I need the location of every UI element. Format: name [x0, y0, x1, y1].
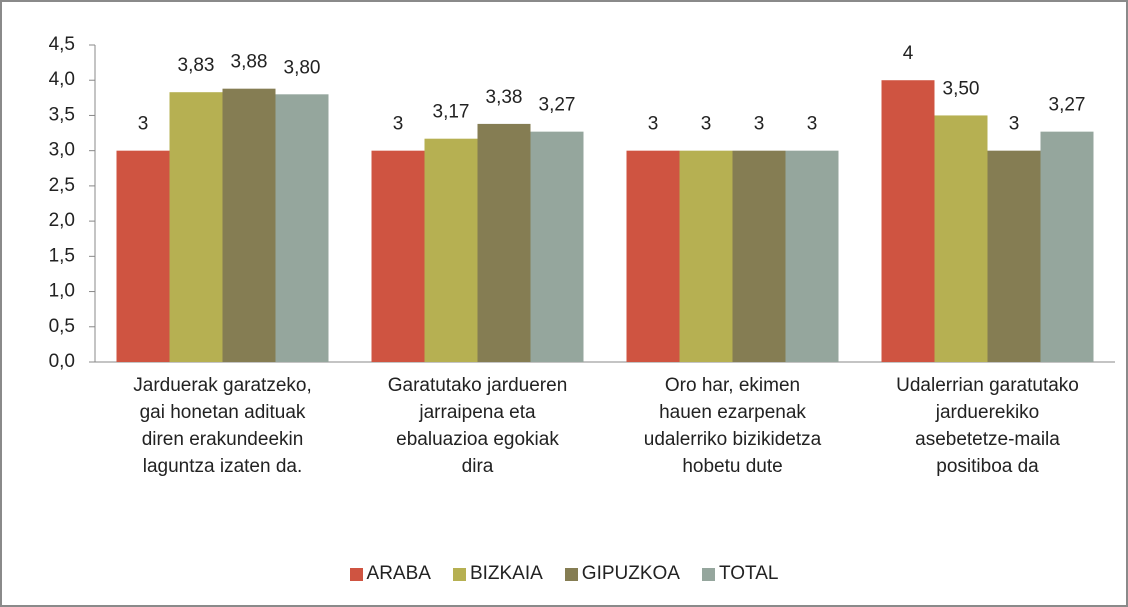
value-label: 3 [138, 114, 149, 135]
bar [222, 88, 276, 363]
value-label: 3 [1009, 114, 1020, 135]
legend-item: BIZKAIA [452, 563, 543, 585]
x-tick-label: Jarduerak garatzeko, gai honetan adituak… [133, 375, 312, 477]
bar [987, 150, 1041, 362]
legend-label: GIPUZKOA [581, 563, 680, 584]
value-label: 3,38 [486, 87, 523, 108]
legend: ARABA BIZKAIA GIPUZKOA TOTAL [0, 563, 1128, 585]
value-label: 3 [393, 114, 404, 135]
value-label: 3,88 [231, 52, 268, 73]
value-label: 3,50 [943, 78, 980, 99]
y-tick-label: 1,0 [49, 281, 75, 302]
bar [785, 150, 839, 362]
bar [732, 150, 786, 362]
x-tick-label: Oro har, ekimen hauen ezarpenak udalerri… [643, 375, 822, 477]
legend-item: ARABA [349, 563, 431, 585]
y-tick-label: 0,5 [49, 316, 75, 337]
legend-swatch [452, 567, 466, 581]
y-tick-label: 2,5 [49, 175, 75, 196]
bar [169, 92, 223, 362]
legend-swatch [349, 567, 363, 581]
legend-swatch [564, 567, 578, 581]
legend-item: TOTAL [701, 563, 779, 585]
value-label: 3,27 [1049, 95, 1086, 116]
bar [477, 123, 531, 362]
value-label: 3 [807, 114, 818, 135]
value-label: 3,83 [178, 55, 215, 76]
bar [679, 150, 733, 362]
legend-item: GIPUZKOA [564, 563, 680, 585]
value-label: 3 [701, 114, 712, 135]
bar [530, 131, 584, 362]
bar [626, 150, 680, 362]
x-tick-label: Udalerrian garatutako jarduerekiko asebe… [896, 375, 1079, 477]
value-label: 4 [903, 43, 914, 64]
y-tick-label: 0,0 [49, 351, 75, 372]
y-tick-label: 4,5 [49, 34, 75, 55]
x-tick-label: Garatutako jardueren jarraipena eta ebal… [387, 375, 568, 477]
bar [424, 138, 478, 362]
legend-label: ARABA [366, 563, 431, 584]
bar [1040, 131, 1094, 362]
bar [934, 115, 988, 362]
legend-label: TOTAL [718, 563, 779, 584]
bar [881, 80, 935, 362]
y-tick-label: 1,5 [49, 245, 75, 266]
legend-swatch [701, 567, 715, 581]
bar [371, 150, 425, 362]
y-tick-label: 3,5 [49, 104, 75, 125]
legend-label: BIZKAIA [469, 563, 543, 584]
value-label: 3,80 [284, 57, 321, 78]
y-tick-label: 2,0 [49, 210, 75, 231]
bar [275, 94, 329, 363]
bar [116, 150, 170, 362]
value-label: 3 [648, 114, 659, 135]
y-tick-label: 4,0 [49, 69, 75, 90]
y-tick-label: 3,0 [49, 140, 75, 161]
value-label: 3,17 [433, 102, 470, 123]
value-label: 3 [754, 114, 765, 135]
value-label: 3,27 [539, 95, 576, 116]
